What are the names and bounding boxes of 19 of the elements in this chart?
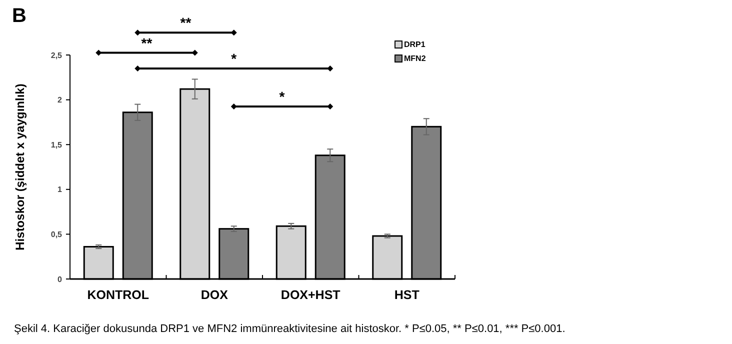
annotation: * [231, 50, 238, 66]
annotation: * [279, 88, 286, 105]
y-tick-label: 2 [58, 96, 63, 105]
legend-label: DRP1 [404, 40, 426, 49]
text: ** [180, 14, 192, 31]
chart-title: B [12, 5, 26, 27]
x-tick-label: HST [394, 288, 420, 302]
text: ** [141, 34, 153, 51]
x-tick-label: KONTROL [87, 288, 150, 302]
legend-label: MFN2 [404, 54, 426, 63]
y-tick-label: 2,5 [50, 50, 63, 60]
x-tick-label: DOX [200, 288, 229, 302]
y-tick-label: 0,5 [50, 230, 63, 239]
text: Şekil 4. Karaciğer dokusunda DRP1 ve MFN2 immünreaktivitesine ait histoskor. * P≤0.05, ** P≤0.01, *** P≤0.001. [14, 323, 566, 335]
y-tick-label: 0 [58, 274, 63, 284]
x-tick-label: DOX+HST [280, 288, 341, 302]
y-axis-title: Histoskor (şiddet x yaygınlık) [13, 84, 27, 250]
y-tick-label: 1 [58, 185, 63, 194]
y-tick-label: 1,5 [50, 140, 63, 150]
